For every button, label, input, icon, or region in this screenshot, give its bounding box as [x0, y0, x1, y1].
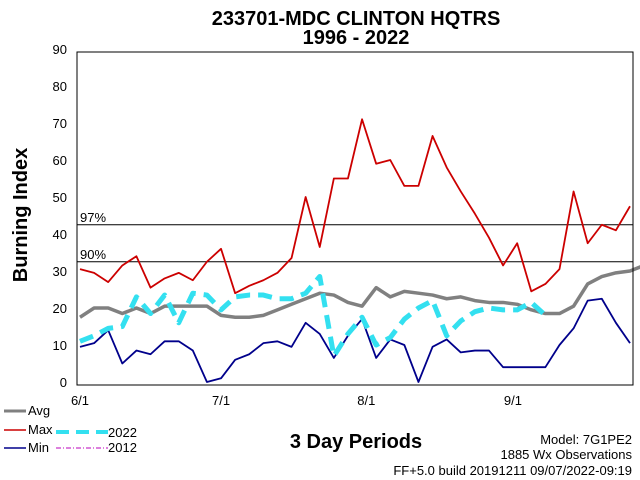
- series-line-2022: [79, 274, 548, 359]
- series-line-max: [79, 118, 631, 295]
- model-label: Model: 7G1PE2: [540, 432, 632, 447]
- x-tick-label: 7/1: [212, 393, 230, 408]
- legend-label-min: Min: [28, 440, 49, 455]
- y-tick-label: 60: [53, 153, 67, 168]
- y-tick-label: 90: [53, 42, 67, 57]
- y-tick-labels: 0 10 20 30 40 50 60 70 80 90: [53, 42, 67, 390]
- build-label: FF+5.0 build 20191211 09/07/2022-09:19: [393, 463, 632, 478]
- series-lines: [79, 118, 640, 383]
- percentile-label: 97%: [80, 210, 106, 225]
- legend-label-avg: Avg: [28, 403, 50, 418]
- observations-label: 1885 Wx Observations: [500, 447, 632, 462]
- y-tick-label: 20: [53, 301, 67, 316]
- legend: Avg Max Min 2022 2012: [4, 403, 137, 455]
- y-tick-label: 0: [60, 375, 67, 390]
- x-tick-label: 9/1: [504, 393, 522, 408]
- y-tick-label: 50: [53, 190, 67, 205]
- y-tick-label: 70: [53, 116, 67, 131]
- chart-title: 233701-MDC CLINTON HQTRS: [212, 8, 501, 30]
- x-tick-labels: 6/1 7/1 8/1 9/1: [71, 393, 522, 408]
- y-tick-label: 30: [53, 264, 67, 279]
- y-tick-label: 80: [53, 79, 67, 94]
- series-line-avg: [79, 265, 640, 319]
- x-axis-title: 3 Day Periods: [290, 431, 422, 453]
- series-line-min: [79, 297, 631, 383]
- y-axis-title: Burning Index: [10, 148, 32, 282]
- percentile-label: 90%: [80, 247, 106, 262]
- y-tick-label: 10: [53, 338, 67, 353]
- percentile-lines: 97% 90%: [77, 210, 633, 263]
- plot-frame: [76, 51, 634, 386]
- x-tick-label: 8/1: [357, 393, 375, 408]
- y-tick-label: 40: [53, 227, 67, 242]
- legend-label-max: Max: [28, 422, 53, 437]
- x-tick-label: 6/1: [71, 393, 89, 408]
- chart-subtitle: 1996 - 2022: [303, 27, 410, 49]
- legend-label-2012: 2012: [108, 440, 137, 455]
- legend-label-2022: 2022: [108, 425, 137, 440]
